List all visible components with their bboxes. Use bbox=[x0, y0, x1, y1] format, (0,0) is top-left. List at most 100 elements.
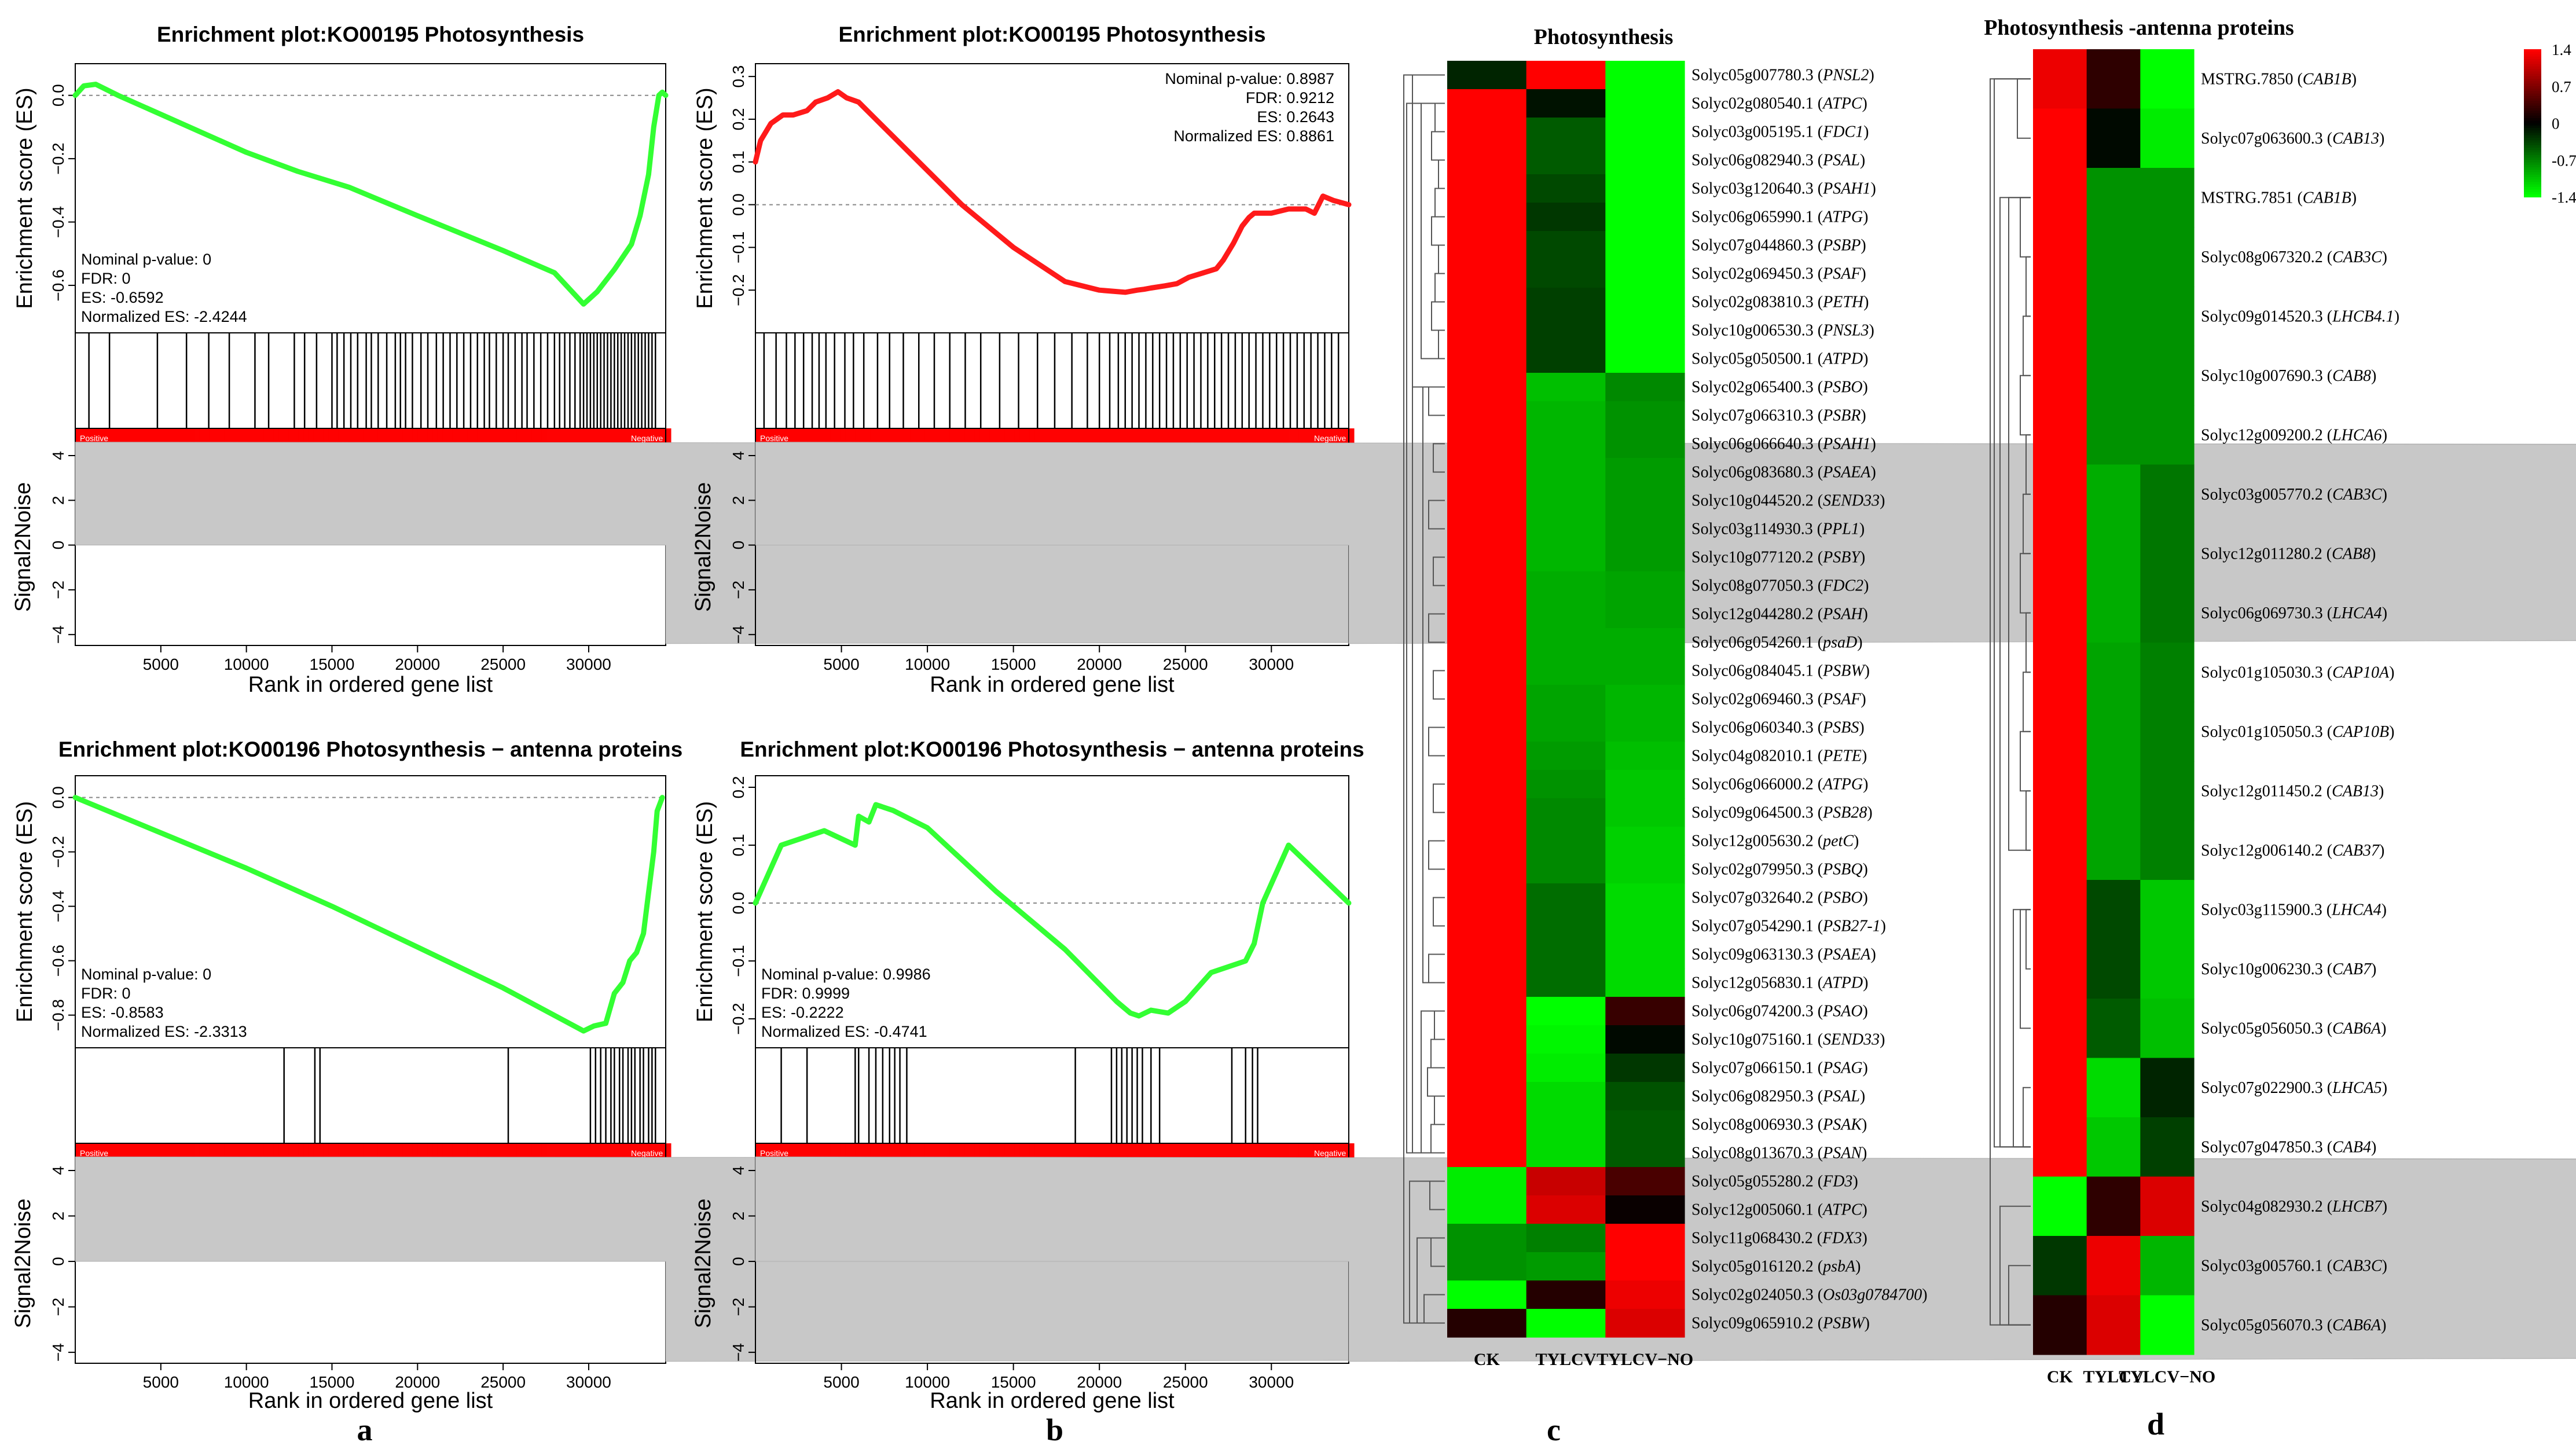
heatmap-cell bbox=[1447, 997, 1527, 1026]
ranking-cell bbox=[358, 428, 364, 449]
heatmap-cell bbox=[1447, 855, 1527, 884]
y-tick-label: 0.0 bbox=[729, 193, 747, 216]
heatmap-cell bbox=[1605, 883, 1685, 912]
ranking-cell bbox=[1174, 428, 1180, 449]
stat-fdr: FDR: 0 bbox=[81, 270, 131, 287]
gene-symbol: PSBQ bbox=[1822, 861, 1862, 879]
ranking-cell bbox=[214, 428, 220, 449]
ranking-cell bbox=[1149, 1143, 1155, 1164]
ranking-cell bbox=[254, 1143, 260, 1164]
ranking-cell bbox=[1344, 428, 1349, 449]
heatmap-row: Solyc06g066000.2 (ATPG) bbox=[1447, 770, 1868, 799]
ranking-cell bbox=[960, 1143, 966, 1164]
heatmap-cell bbox=[2086, 287, 2141, 347]
ranking-cell bbox=[343, 428, 349, 449]
heatmap-cell bbox=[1605, 203, 1685, 232]
negative-label: Negative bbox=[1314, 1149, 1346, 1158]
x-tick-label: 30000 bbox=[1249, 655, 1294, 673]
ranking-cell bbox=[611, 1143, 617, 1164]
gene-label: Solyc10g007690.3 (CAB8) bbox=[2201, 367, 2376, 385]
ranking-cell bbox=[145, 428, 151, 449]
heatmap-cell bbox=[2033, 583, 2087, 643]
heatmap-cell bbox=[1605, 628, 1685, 657]
heatmap-cell bbox=[1447, 628, 1527, 657]
colorbar-step bbox=[2524, 182, 2541, 185]
heatmap-cell bbox=[1605, 855, 1685, 884]
ranking-cell bbox=[402, 428, 409, 449]
gene-symbol: PPL1 bbox=[1822, 520, 1859, 538]
ranking-cell bbox=[601, 1143, 607, 1164]
gene-id: Solyc07g047850.3 ( bbox=[2201, 1138, 2332, 1156]
ranking-cell bbox=[1209, 1143, 1215, 1164]
gene-label: Solyc10g006230.3 (CAB7) bbox=[2201, 960, 2376, 978]
ranking-cell bbox=[402, 1143, 409, 1164]
gene-id: Solyc12g011450.2 ( bbox=[2201, 782, 2332, 800]
gene-symbol: PSAK bbox=[1822, 1116, 1862, 1134]
ranking-cell bbox=[562, 1143, 567, 1164]
ranking-cell bbox=[189, 428, 195, 449]
heatmap-cell bbox=[1447, 231, 1527, 260]
colorbar-step bbox=[2524, 150, 2541, 153]
ranking-cell bbox=[964, 428, 971, 449]
heatmap-cell bbox=[1526, 373, 1606, 402]
ranking-cell bbox=[905, 1143, 911, 1164]
ranking-cell bbox=[885, 1143, 891, 1164]
panel-letter-d: d bbox=[2147, 1407, 2164, 1441]
gene-symbol: CAB13 bbox=[2332, 782, 2379, 800]
ranking-cell bbox=[462, 1143, 468, 1164]
heatmap-cell bbox=[1605, 1025, 1685, 1054]
x-tick-label: 15000 bbox=[310, 1373, 355, 1391]
ranking-cell bbox=[338, 428, 344, 449]
dendrogram-branch bbox=[1431, 301, 1445, 331]
dendrogram-branch bbox=[1430, 1039, 1445, 1069]
colorbar-step bbox=[2524, 145, 2541, 148]
heatmap-cell bbox=[1447, 1082, 1527, 1111]
gene-label: Solyc03g115900.3 (LHCA4) bbox=[2201, 901, 2387, 919]
ranking-cell bbox=[1199, 1143, 1205, 1164]
ranking-cell bbox=[641, 428, 647, 449]
es-y-axis: 0.0 −0.2 −0.4 −0.6 −0.8 bbox=[49, 786, 75, 1031]
gene-id: Solyc07g022900.3 ( bbox=[2201, 1079, 2332, 1097]
ranking-cell bbox=[392, 1143, 399, 1164]
y-tick-label: −0.6 bbox=[49, 945, 67, 977]
y-tick-label: 0.0 bbox=[49, 786, 67, 809]
ranking-cell bbox=[90, 1143, 96, 1164]
ranking-cell bbox=[1284, 428, 1290, 449]
heatmap-cell bbox=[1526, 742, 1606, 770]
gene-id: MSTRG.7851 ( bbox=[2201, 189, 2303, 207]
ranking-cell bbox=[945, 1143, 951, 1164]
ranking-cell bbox=[263, 1143, 270, 1164]
heatmap-cell bbox=[1447, 373, 1527, 402]
heatmap-row: Solyc02g069460.3 (PSAF) bbox=[1447, 685, 1866, 714]
heatmap-row: Solyc02g069450.3 (PSAF) bbox=[1447, 259, 1866, 288]
ranking-cell bbox=[363, 1143, 369, 1164]
heatmap-row: Solyc07g066310.3 (PSBR) bbox=[1447, 401, 1866, 430]
heatmap-cell bbox=[1447, 344, 1527, 373]
heatmap-cell bbox=[2140, 820, 2195, 880]
gene-id: Solyc12g056830.1 ( bbox=[1691, 974, 1823, 992]
ranking-cell bbox=[100, 428, 106, 449]
hit-marks bbox=[780, 1048, 1258, 1143]
heatmap-cell bbox=[1526, 231, 1606, 260]
ranking-cell bbox=[527, 428, 533, 449]
ranking-cell bbox=[130, 428, 135, 449]
ranking-cell bbox=[472, 1143, 478, 1164]
ranking-cell bbox=[924, 1143, 931, 1164]
gene-label: Solyc08g013670.3 (PSAN) bbox=[1691, 1144, 1867, 1162]
heatmap-row: Solyc05g016120.2 (psbA) bbox=[1447, 1252, 1861, 1281]
gene-label: Solyc04g082010.1 (PETE) bbox=[1691, 747, 1867, 765]
heatmap-cell bbox=[2086, 346, 2141, 406]
colorbar-step bbox=[2524, 174, 2541, 178]
ranking-cell bbox=[477, 428, 483, 449]
gene-symbol: CAP10A bbox=[2332, 663, 2390, 681]
heatmap-cell bbox=[1526, 174, 1606, 203]
heatmap-cell bbox=[1447, 1309, 1527, 1338]
ranking-cell bbox=[1050, 1143, 1055, 1164]
ranking-cell bbox=[905, 428, 911, 449]
ranking-cell bbox=[1334, 428, 1340, 449]
es-y-label: Enrichment score (ES) bbox=[13, 87, 37, 309]
ranking-cell bbox=[1079, 428, 1085, 449]
panel-letter-a: a bbox=[357, 1412, 373, 1447]
s2n-tick-label: 2 bbox=[49, 496, 67, 505]
gene-symbol: LHCA4 bbox=[2331, 901, 2381, 919]
